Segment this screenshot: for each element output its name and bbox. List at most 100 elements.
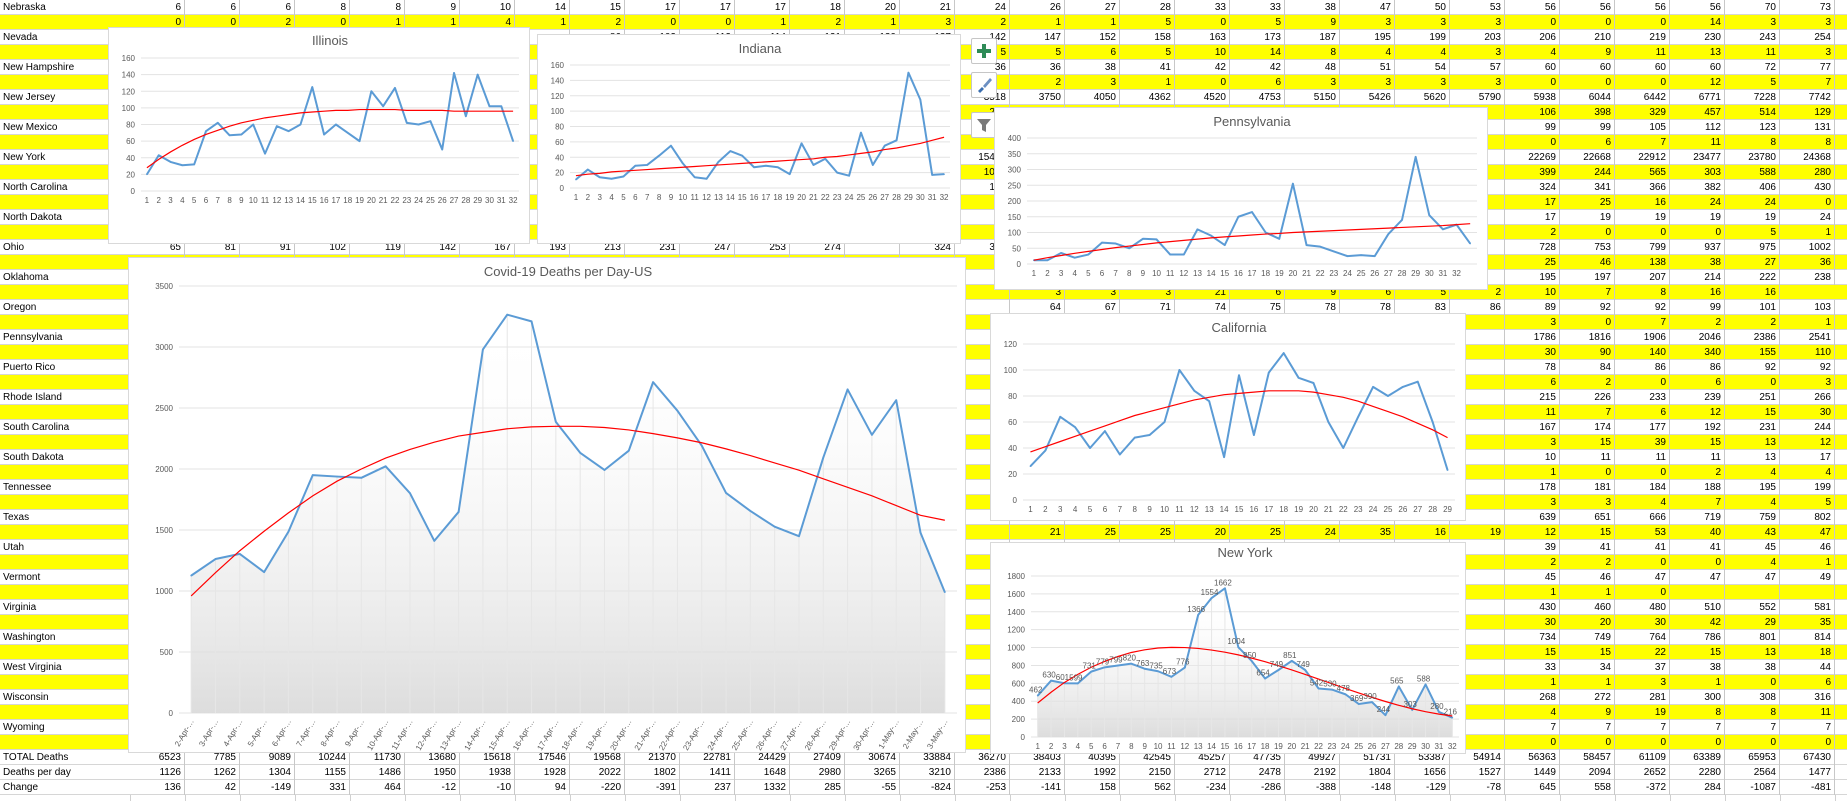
sheet-cell[interactable]: 8 (295, 0, 350, 15)
sheet-cell[interactable]: 27 (1725, 255, 1780, 270)
sheet-cell[interactable]: 19 (1560, 210, 1615, 225)
sheet-cell[interactable]: 562 (1120, 780, 1175, 795)
sheet-cell[interactable]: 35 (1340, 525, 1395, 540)
sheet-cell[interactable] (1450, 465, 1505, 480)
sheet-cell[interactable]: 102 (295, 240, 350, 255)
sheet-cell[interactable]: 112 (1670, 120, 1725, 135)
sheet-row[interactable]: TOTAL Deaths 6523 7785 9089 10244 11730 13680 1… (0, 750, 1847, 765)
sheet-cell[interactable]: 60 (1615, 60, 1670, 75)
sheet-cell[interactable]: 5620 (1395, 90, 1450, 105)
sheet-cell[interactable]: 158 (1120, 30, 1175, 45)
sheet-cell[interactable]: 7 (1505, 720, 1560, 735)
sheet-cell[interactable]: 18 (790, 0, 845, 15)
sheet-cell[interactable]: 75 (1230, 300, 1285, 315)
sheet-cell[interactable]: 4 (1725, 555, 1780, 570)
sheet-cell[interactable]: 734 (1505, 630, 1560, 645)
sheet-cell[interactable] (1450, 135, 1505, 150)
sheet-cell[interactable]: 237 (680, 780, 735, 795)
sheet-cell[interactable]: 1648 (735, 765, 790, 780)
sheet-cell[interactable]: 51731 (1340, 750, 1395, 765)
sheet-cell[interactable]: 0 (1615, 375, 1670, 390)
sheet-cell[interactable]: 47735 (1230, 750, 1285, 765)
sheet-cell[interactable]: 243 (1725, 30, 1780, 45)
sheet-cell[interactable]: 78 (1340, 300, 1395, 315)
sheet-cell[interactable]: 17 (625, 0, 680, 15)
sheet-cell[interactable]: 147 (1010, 30, 1065, 45)
sheet-cell[interactable]: 7 (1725, 720, 1780, 735)
sheet-cell[interactable]: 238 (1780, 270, 1835, 285)
sheet-cell[interactable]: 2 (1505, 225, 1560, 240)
sheet-cell[interactable]: 2652 (1615, 765, 1670, 780)
sheet-cell[interactable]: 158 (1065, 780, 1120, 795)
sheet-cell[interactable]: 57 (1450, 60, 1505, 75)
sheet-cell[interactable]: 11 (1835, 435, 1847, 450)
sheet-cell[interactable]: 11 (1560, 450, 1615, 465)
sheet-cell[interactable] (1450, 375, 1505, 390)
sheet-cell[interactable]: 759 (1725, 510, 1780, 525)
add-chart-element-button[interactable] (971, 38, 997, 64)
sheet-cell[interactable]: 47 (1615, 570, 1670, 585)
sheet-cell[interactable]: 1527 (1450, 765, 1505, 780)
sheet-cell[interactable]: 786 (1670, 630, 1725, 645)
sheet-cell[interactable]: 53 (1615, 525, 1670, 540)
sheet-cell[interactable]: 3265 (845, 765, 900, 780)
sheet-cell[interactable]: 8 (1725, 135, 1780, 150)
sheet-cell[interactable]: -391 (625, 780, 680, 795)
sheet-cell[interactable]: 15 (1670, 435, 1725, 450)
sheet-cell[interactable]: 0 (1615, 735, 1670, 750)
sheet-cell[interactable]: 1 (1670, 675, 1725, 690)
sheet-cell[interactable]: 14 (1670, 15, 1725, 30)
sheet-cell[interactable]: 77 (1780, 60, 1835, 75)
sheet-cell[interactable]: 81 (185, 240, 240, 255)
sheet-cell[interactable]: 60 (1560, 60, 1615, 75)
sheet-cell[interactable] (1450, 705, 1505, 720)
sheet-cell[interactable]: 12 (1780, 435, 1835, 450)
sheet-cell[interactable]: 0 (185, 15, 240, 30)
sheet-cell[interactable]: 0 (130, 15, 185, 30)
sheet-cell[interactable]: 44 (1835, 615, 1847, 630)
sheet-cell[interactable]: 1411 (680, 765, 735, 780)
sheet-cell[interactable]: 131 (1780, 120, 1835, 135)
sheet-cell[interactable]: 95 (1835, 360, 1847, 375)
sheet-cell[interactable] (1450, 240, 1505, 255)
sheet-cell[interactable]: 15618 (460, 750, 515, 765)
sheet-cell[interactable]: 3 (1835, 675, 1847, 690)
sheet-cell[interactable]: 2 (1010, 75, 1065, 90)
sheet-cell[interactable]: 30674 (845, 750, 900, 765)
sheet-cell[interactable]: 21370 (625, 750, 680, 765)
sheet-cell[interactable]: 0 (1670, 225, 1725, 240)
sheet-cell[interactable]: 7 (1560, 285, 1615, 300)
sheet-cell[interactable]: 173 (1230, 30, 1285, 45)
sheet-cell[interactable]: 937 (1670, 240, 1725, 255)
sheet-cell[interactable]: -10 (460, 780, 515, 795)
sheet-cell[interactable]: 213 (570, 240, 625, 255)
sheet-cell[interactable]: 78 (1285, 300, 1340, 315)
sheet-cell[interactable]: 195 (1505, 270, 1560, 285)
sheet-cell[interactable]: 167 (460, 240, 515, 255)
sheet-cell[interactable]: 54 (1395, 60, 1450, 75)
sheet-cell[interactable]: 2280 (1670, 765, 1725, 780)
sheet-cell[interactable]: 92 (1725, 360, 1780, 375)
sheet-cell[interactable] (1450, 405, 1505, 420)
sheet-cell[interactable]: 1906 (1615, 330, 1670, 345)
sheet-cell[interactable] (1450, 720, 1505, 735)
sheet-cell[interactable]: 37 (1615, 660, 1670, 675)
sheet-cell[interactable] (1450, 210, 1505, 225)
sheet-cell[interactable]: 2 (1560, 555, 1615, 570)
sheet-cell[interactable]: 15 (570, 0, 625, 15)
sheet-cell[interactable]: 56 (1560, 0, 1615, 15)
sheet-cell[interactable]: 105 (1615, 120, 1670, 135)
sheet-cell[interactable]: 9 (1285, 15, 1340, 30)
sheet-cell[interactable]: 12 (1670, 405, 1725, 420)
sheet-cell[interactable]: 56 (1670, 0, 1725, 15)
sheet-cell[interactable]: 214 (1670, 270, 1725, 285)
chart-illinois[interactable]: Illinois 0 20 40 60 80 100 120 140 160 1 2 3 4 5 6 7 8 9 10… (108, 27, 530, 244)
sheet-cell[interactable]: 399 (1505, 165, 1560, 180)
sheet-cell[interactable]: 285 (790, 780, 845, 795)
sheet-cell[interactable]: 3 (1065, 285, 1120, 300)
sheet-cell[interactable]: -253 (955, 780, 1010, 795)
sheet-cell[interactable]: 430 (1505, 600, 1560, 615)
sheet-cell[interactable]: -148 (1340, 780, 1395, 795)
sheet-cell[interactable]: 142 (955, 30, 1010, 45)
sheet-cell[interactable]: 2 (1670, 315, 1725, 330)
